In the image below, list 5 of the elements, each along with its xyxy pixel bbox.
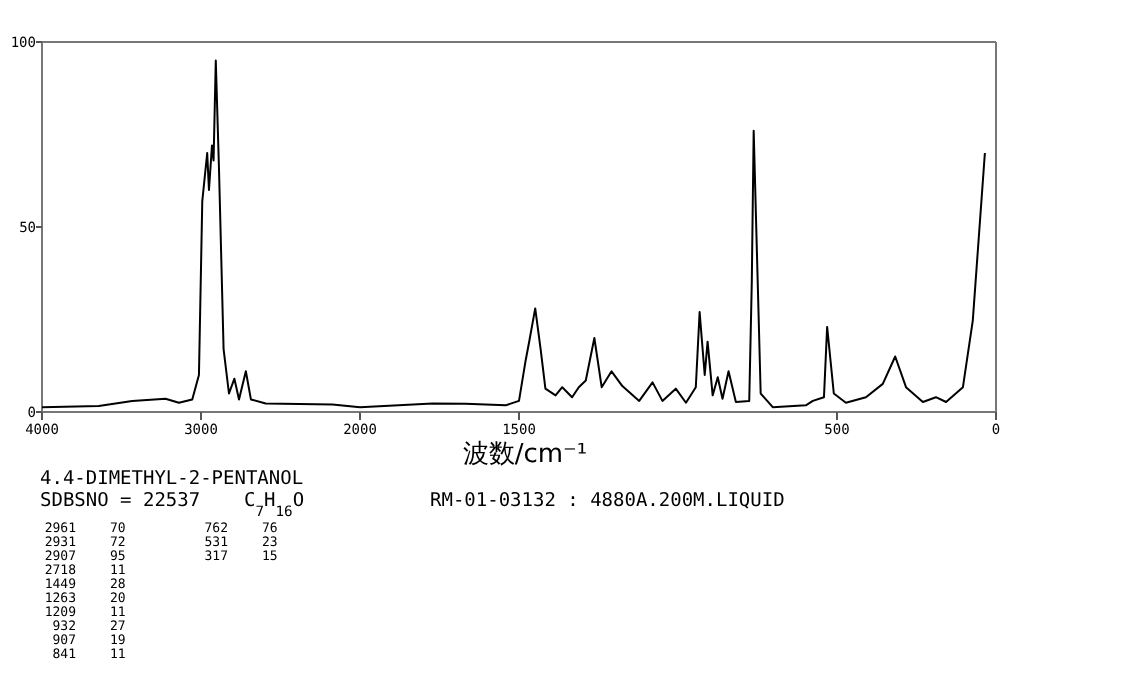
x-axis-title: 波数/cm⁻¹ [462,440,588,470]
text: 4.4-DIMETHYL-2-PENTANOL [40,468,304,490]
text: RM-01-03132 : 4880A.200M.LIQUID [430,490,786,512]
text: C$_{7}$H$_{16}$O [244,490,305,519]
text: SDBSNO = 22537 [40,490,201,512]
